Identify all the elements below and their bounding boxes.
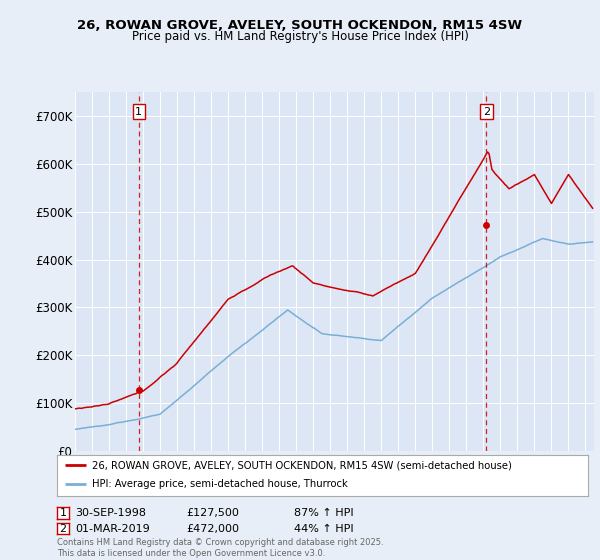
Text: 30-SEP-1998: 30-SEP-1998 bbox=[75, 508, 146, 518]
Text: Price paid vs. HM Land Registry's House Price Index (HPI): Price paid vs. HM Land Registry's House … bbox=[131, 30, 469, 43]
Text: 1: 1 bbox=[136, 106, 142, 116]
Text: 2: 2 bbox=[59, 524, 67, 534]
Text: £472,000: £472,000 bbox=[186, 524, 239, 534]
Text: £127,500: £127,500 bbox=[186, 508, 239, 518]
Text: 44% ↑ HPI: 44% ↑ HPI bbox=[294, 524, 353, 534]
Text: 87% ↑ HPI: 87% ↑ HPI bbox=[294, 508, 353, 518]
Text: HPI: Average price, semi-detached house, Thurrock: HPI: Average price, semi-detached house,… bbox=[92, 479, 347, 489]
Text: 26, ROWAN GROVE, AVELEY, SOUTH OCKENDON, RM15 4SW: 26, ROWAN GROVE, AVELEY, SOUTH OCKENDON,… bbox=[77, 18, 523, 32]
Text: 26, ROWAN GROVE, AVELEY, SOUTH OCKENDON, RM15 4SW (semi-detached house): 26, ROWAN GROVE, AVELEY, SOUTH OCKENDON,… bbox=[92, 460, 511, 470]
Text: 2: 2 bbox=[483, 106, 490, 116]
Text: 1: 1 bbox=[59, 508, 67, 518]
Text: Contains HM Land Registry data © Crown copyright and database right 2025.
This d: Contains HM Land Registry data © Crown c… bbox=[57, 538, 383, 558]
Text: 01-MAR-2019: 01-MAR-2019 bbox=[75, 524, 150, 534]
